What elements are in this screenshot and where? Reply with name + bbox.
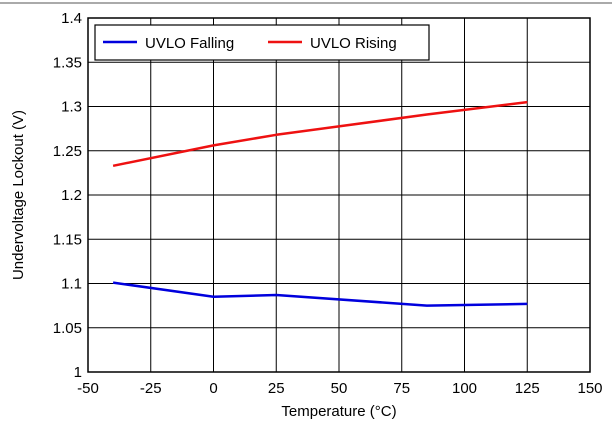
x-tick-label: -50 (77, 380, 99, 397)
x-tick-label: 150 (577, 380, 602, 397)
y-tick-label: 1.4 (61, 10, 82, 27)
x-tick-label: 0 (209, 380, 217, 397)
y-axis-label: Undervoltage Lockout (V) (10, 110, 27, 280)
x-axis-label: Temperature (°C) (281, 403, 396, 420)
y-axis-ticks: 1 1.05 1.1 1.15 1.2 1.25 1.3 1.35 1.4 (53, 10, 82, 381)
x-axis-ticks: -50 -25 0 25 50 75 100 125 150 (77, 380, 602, 397)
y-tick-label: 1.1 (61, 276, 82, 293)
legend-label-uvlo-rising: UVLO Rising (310, 35, 397, 52)
legend: UVLO Falling UVLO Rising (94, 24, 430, 61)
legend-label-uvlo-falling: UVLO Falling (145, 35, 234, 52)
y-tick-label: 1.2 (61, 187, 82, 204)
series-lines (112, 100, 528, 307)
x-tick-label: 75 (393, 380, 410, 397)
series-line-uvlo-rising (112, 100, 528, 168)
y-tick-label: 1.15 (53, 231, 82, 248)
x-tick-label: 50 (331, 380, 348, 397)
y-tick-label: 1.3 (61, 99, 82, 116)
y-tick-label: 1.05 (53, 320, 82, 337)
x-tick-label: 25 (268, 380, 285, 397)
grid-lines (87, 17, 591, 373)
x-tick-label: 100 (452, 380, 477, 397)
y-tick-label: 1.25 (53, 143, 82, 160)
y-tick-label: 1 (74, 364, 82, 381)
legend-box (94, 24, 430, 61)
y-tick-label: 1.35 (53, 54, 82, 71)
x-tick-label: 125 (515, 380, 540, 397)
plot-area-border (87, 17, 591, 373)
x-tick-label: -25 (140, 380, 162, 397)
series-line-uvlo-falling (112, 281, 528, 307)
